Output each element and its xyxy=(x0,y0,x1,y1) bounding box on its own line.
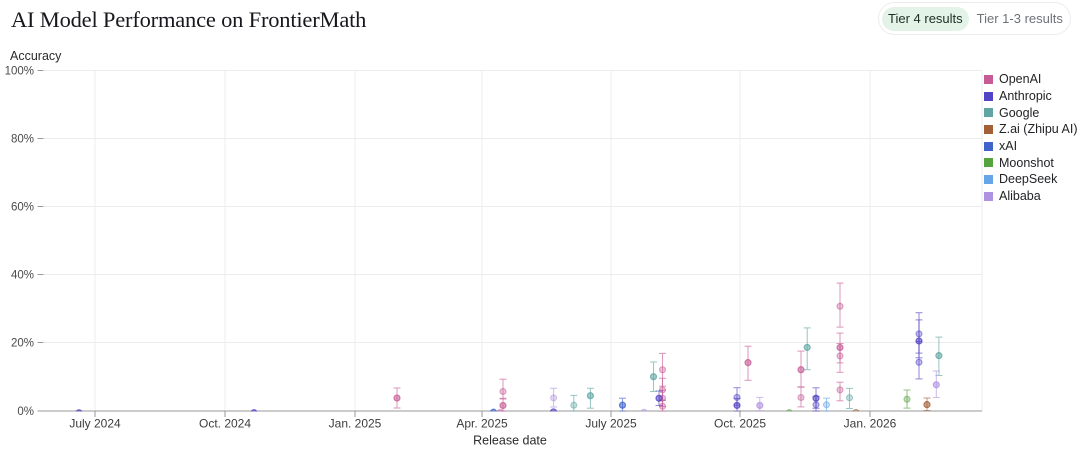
svg-text:80%: 80% xyxy=(11,133,34,145)
svg-text:20%: 20% xyxy=(11,337,34,349)
svg-text:60%: 60% xyxy=(11,201,34,213)
svg-text:Release date: Release date xyxy=(473,434,547,448)
svg-text:40%: 40% xyxy=(11,269,34,281)
svg-text:Jan. 2026: Jan. 2026 xyxy=(844,417,897,431)
svg-text:Jan. 2025: Jan. 2025 xyxy=(329,417,382,431)
svg-text:Oct. 2025: Oct. 2025 xyxy=(714,417,766,431)
svg-text:Apr. 2025: Apr. 2025 xyxy=(456,417,508,431)
svg-text:100%: 100% xyxy=(5,65,34,77)
svg-text:0%: 0% xyxy=(17,406,34,418)
svg-text:Oct. 2024: Oct. 2024 xyxy=(199,417,251,431)
svg-text:July 2024: July 2024 xyxy=(69,417,121,431)
svg-text:Accuracy: Accuracy xyxy=(10,49,62,63)
svg-text:July 2025: July 2025 xyxy=(585,417,637,431)
